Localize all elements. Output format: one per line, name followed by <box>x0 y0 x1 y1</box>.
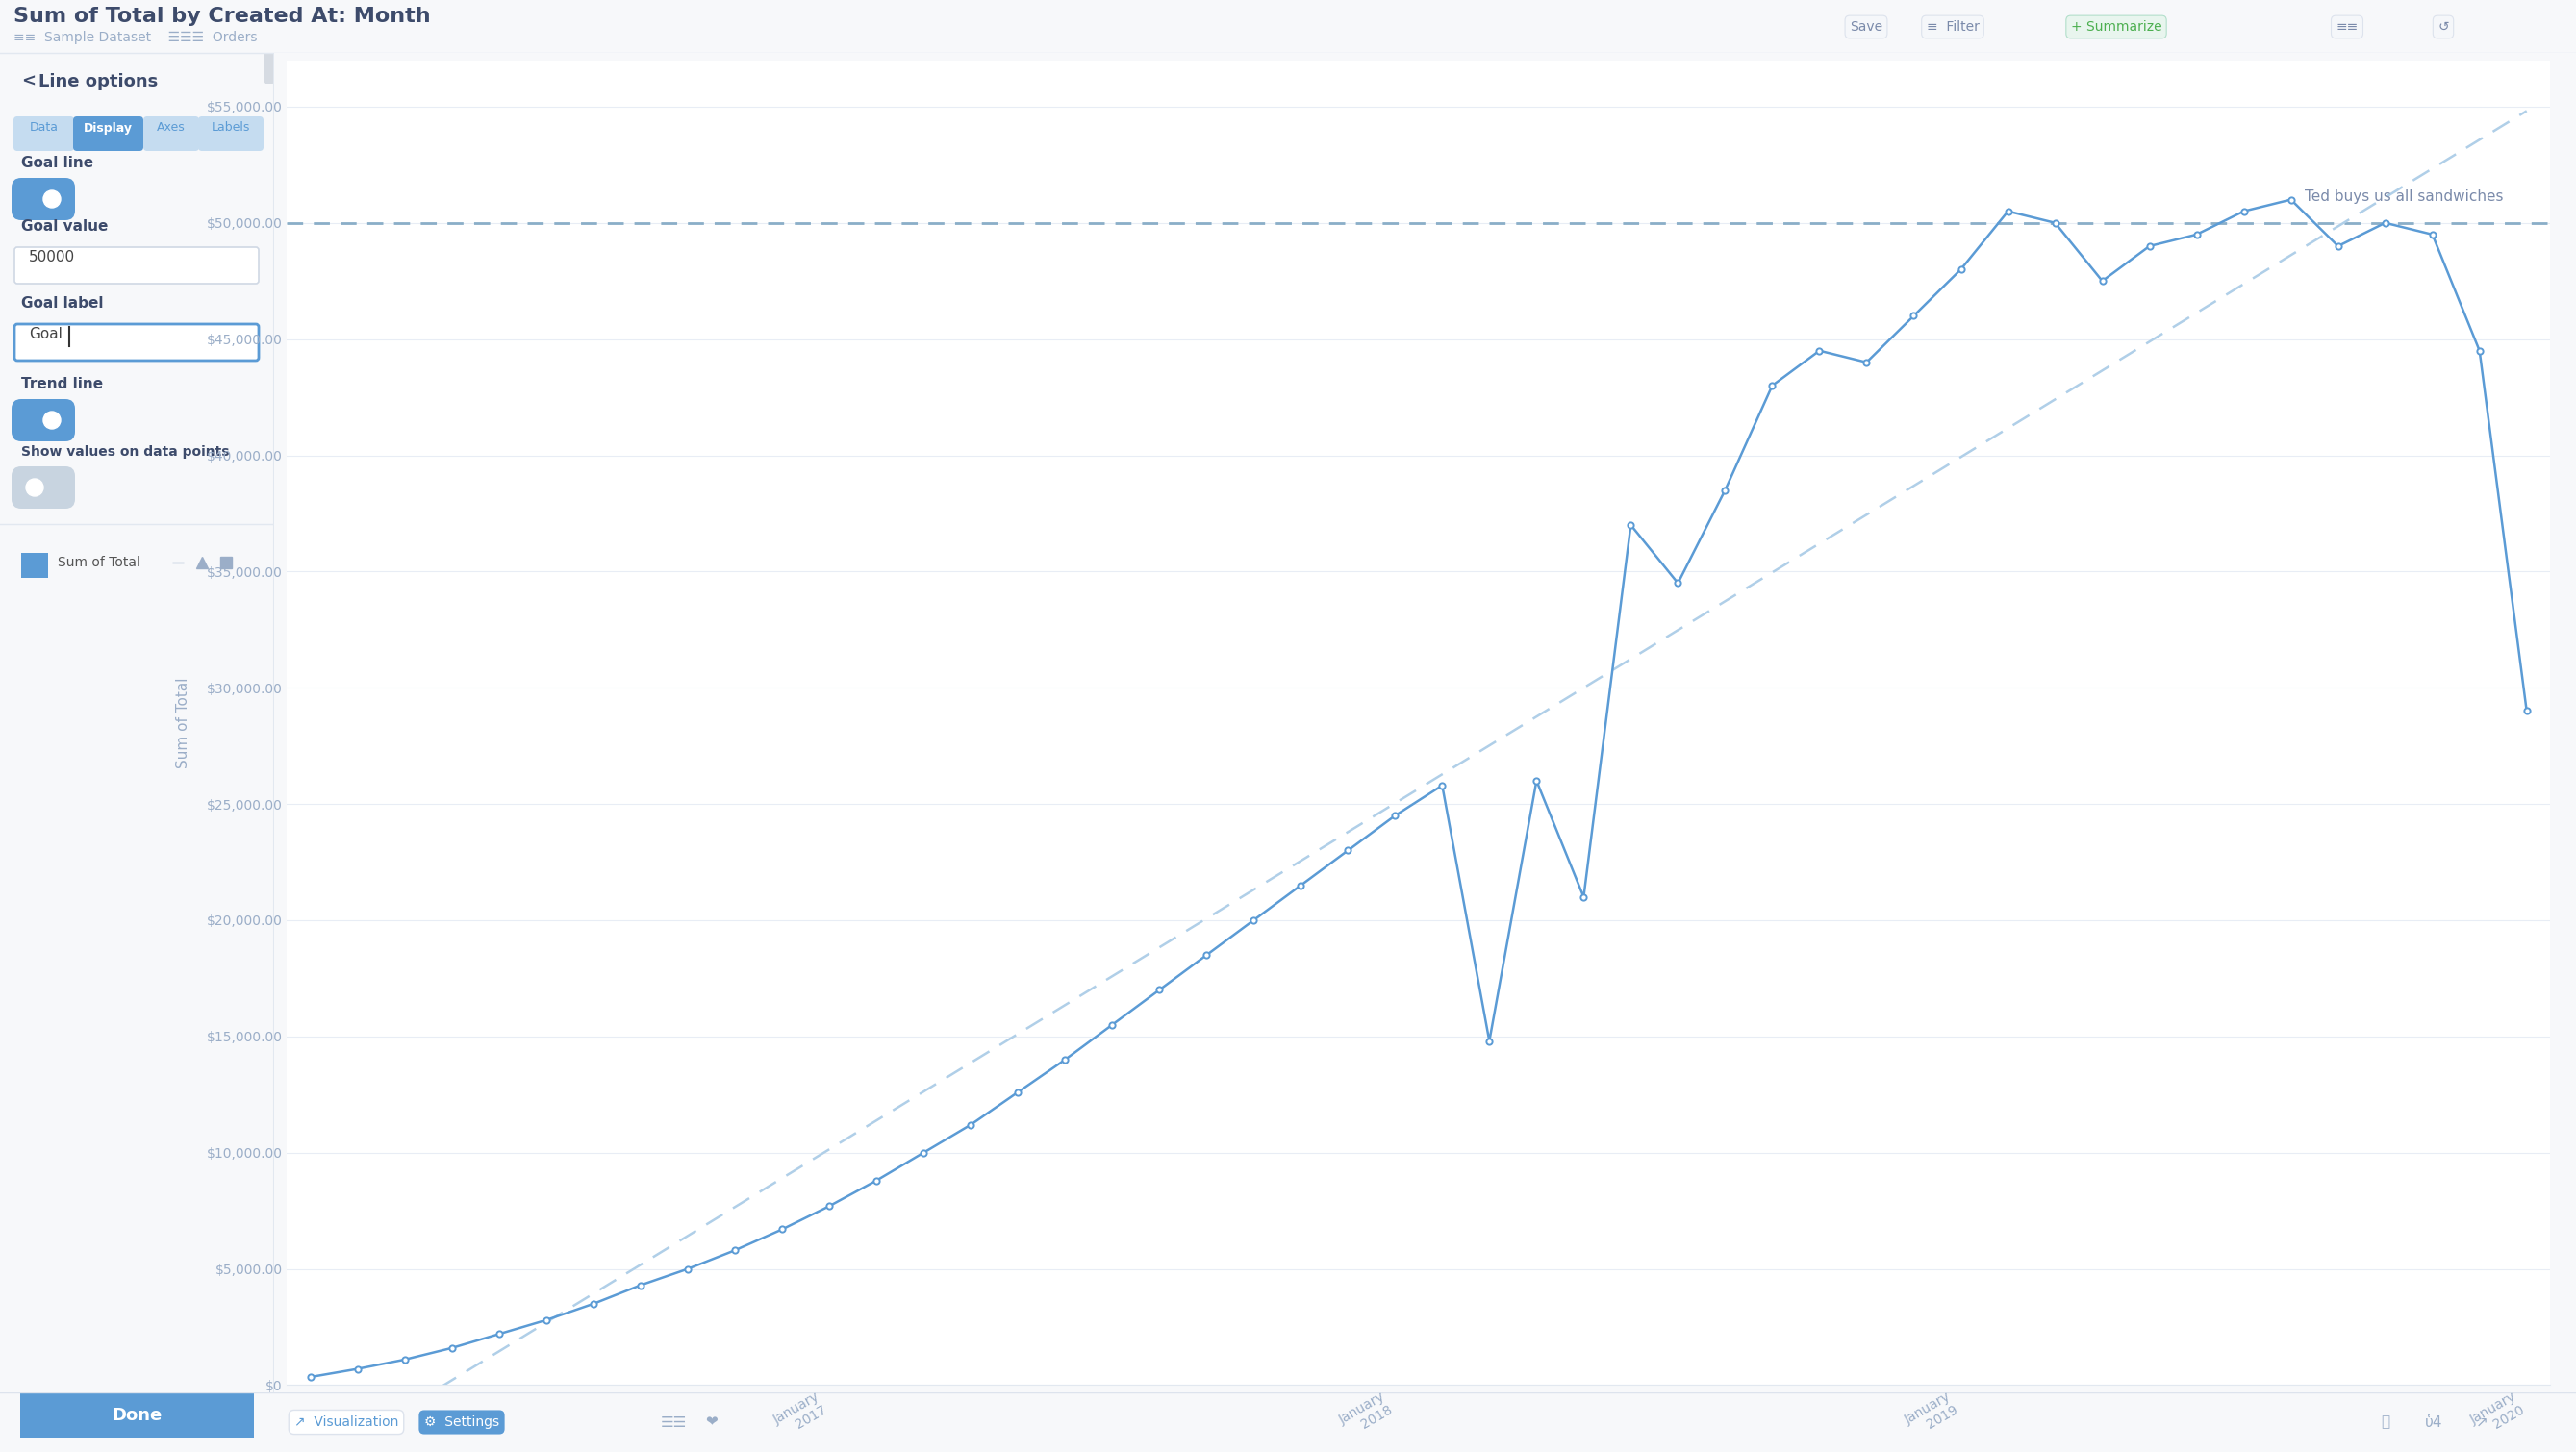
Text: Sum of Total by Created At: Month: Sum of Total by Created At: Month <box>13 7 430 26</box>
Text: Goal value: Goal value <box>21 219 108 234</box>
Circle shape <box>44 411 62 428</box>
Circle shape <box>44 190 62 208</box>
FancyBboxPatch shape <box>15 324 258 360</box>
FancyBboxPatch shape <box>13 116 75 151</box>
Text: Save: Save <box>1850 20 1883 33</box>
Text: ⤓: ⤓ <box>2380 1416 2391 1429</box>
Text: ≡≡  Sample Dataset    ☰☰☰  Orders: ≡≡ Sample Dataset ☰☰☰ Orders <box>13 30 258 44</box>
FancyBboxPatch shape <box>10 399 75 441</box>
Text: Goal line: Goal line <box>21 157 93 171</box>
Text: ⚙  Settings: ⚙ Settings <box>425 1416 500 1429</box>
Circle shape <box>26 479 44 497</box>
FancyBboxPatch shape <box>72 116 144 151</box>
FancyBboxPatch shape <box>198 116 263 151</box>
Text: 50000: 50000 <box>28 251 75 264</box>
FancyBboxPatch shape <box>263 0 273 84</box>
Text: ≡  Filter: ≡ Filter <box>1927 20 1978 33</box>
Text: ❤: ❤ <box>706 1416 719 1429</box>
Text: Axes: Axes <box>157 122 185 134</box>
Text: Goal label: Goal label <box>21 296 103 311</box>
Text: Done: Done <box>111 1407 162 1424</box>
Y-axis label: Sum of Total: Sum of Total <box>175 677 191 768</box>
Text: + Summarize: + Summarize <box>2071 20 2161 33</box>
Text: Labels: Labels <box>211 122 250 134</box>
Text: Line options: Line options <box>39 73 157 90</box>
Text: Display: Display <box>82 122 134 134</box>
FancyBboxPatch shape <box>8 1391 265 1440</box>
Text: Show values on data points: Show values on data points <box>21 446 229 459</box>
Text: ↗  Visualization: ↗ Visualization <box>294 1416 399 1429</box>
Text: Ted buys us all sandwiches: Ted buys us all sandwiches <box>2306 190 2504 205</box>
FancyBboxPatch shape <box>10 179 75 221</box>
Text: ☰☰: ☰☰ <box>659 1416 685 1429</box>
FancyBboxPatch shape <box>10 466 75 508</box>
FancyBboxPatch shape <box>15 247 258 283</box>
Text: ↺: ↺ <box>2437 20 2450 33</box>
Text: ὑ4: ὑ4 <box>2424 1416 2442 1429</box>
Text: Sum of Total: Sum of Total <box>57 556 139 569</box>
Bar <box>21 553 49 578</box>
Text: ≡≡: ≡≡ <box>2336 20 2357 33</box>
Text: Goal: Goal <box>28 327 62 341</box>
Text: ↗: ↗ <box>2476 1416 2488 1429</box>
Text: Trend line: Trend line <box>21 378 103 392</box>
Text: Data: Data <box>28 122 59 134</box>
Text: <: < <box>21 73 36 90</box>
FancyBboxPatch shape <box>144 116 198 151</box>
